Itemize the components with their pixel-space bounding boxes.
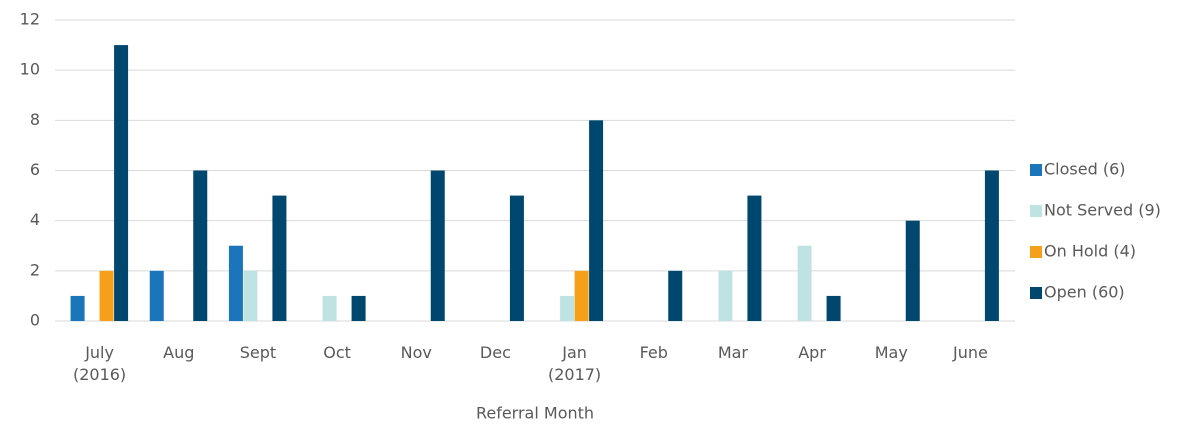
x-axis-title: Referral Month (476, 404, 594, 423)
bar (351, 295, 366, 321)
bar (228, 245, 243, 321)
y-tick-label: 8 (30, 110, 40, 129)
bar (905, 220, 920, 321)
x-tick-label: Mar (717, 343, 748, 362)
bar (114, 45, 129, 321)
bar (560, 295, 575, 321)
legend-swatch (1030, 246, 1042, 258)
y-tick-label: 6 (30, 160, 40, 179)
bar (430, 170, 445, 321)
legend-label: Not Served (9) (1044, 201, 1161, 220)
bar (747, 195, 762, 321)
x-tick-label: Aug (163, 343, 195, 362)
bar (718, 270, 733, 321)
x-tick-label: Sept (239, 343, 277, 362)
x-tick-label: July (2016) (72, 343, 127, 384)
bar (272, 195, 287, 321)
x-tick-label: June (952, 343, 988, 362)
y-tick-label: 2 (30, 260, 40, 279)
bar (243, 270, 258, 321)
legend-label: Closed (6) (1044, 160, 1126, 179)
bar (574, 270, 589, 321)
x-tick-label: Apr (798, 343, 826, 362)
bar (984, 170, 999, 321)
y-tick-label: 12 (20, 10, 40, 29)
bar (668, 270, 683, 321)
bar (826, 295, 841, 321)
bar (509, 195, 524, 321)
legend-label: Open (60) (1044, 283, 1125, 302)
legend-label: On Hold (4) (1044, 242, 1136, 261)
x-tick-label: Feb (639, 343, 668, 362)
legend-swatch (1030, 205, 1042, 217)
bar (322, 295, 337, 321)
x-tick-label: May (874, 343, 908, 362)
bar (99, 270, 114, 321)
legend-swatch (1030, 164, 1042, 176)
legend-swatch (1030, 287, 1042, 299)
y-tick-label: 0 (30, 311, 40, 330)
bar (193, 170, 208, 321)
x-tick-label: Nov (400, 343, 432, 362)
bar (797, 245, 812, 321)
x-tick-label: Oct (323, 343, 351, 362)
x-tick-label: Dec (479, 343, 511, 362)
y-tick-label: 4 (30, 210, 40, 229)
y-tick-label: 10 (20, 60, 40, 79)
x-tick-label: Jan (2017) (547, 343, 602, 384)
bar (589, 120, 604, 321)
bar (149, 270, 164, 321)
bar (70, 295, 85, 321)
